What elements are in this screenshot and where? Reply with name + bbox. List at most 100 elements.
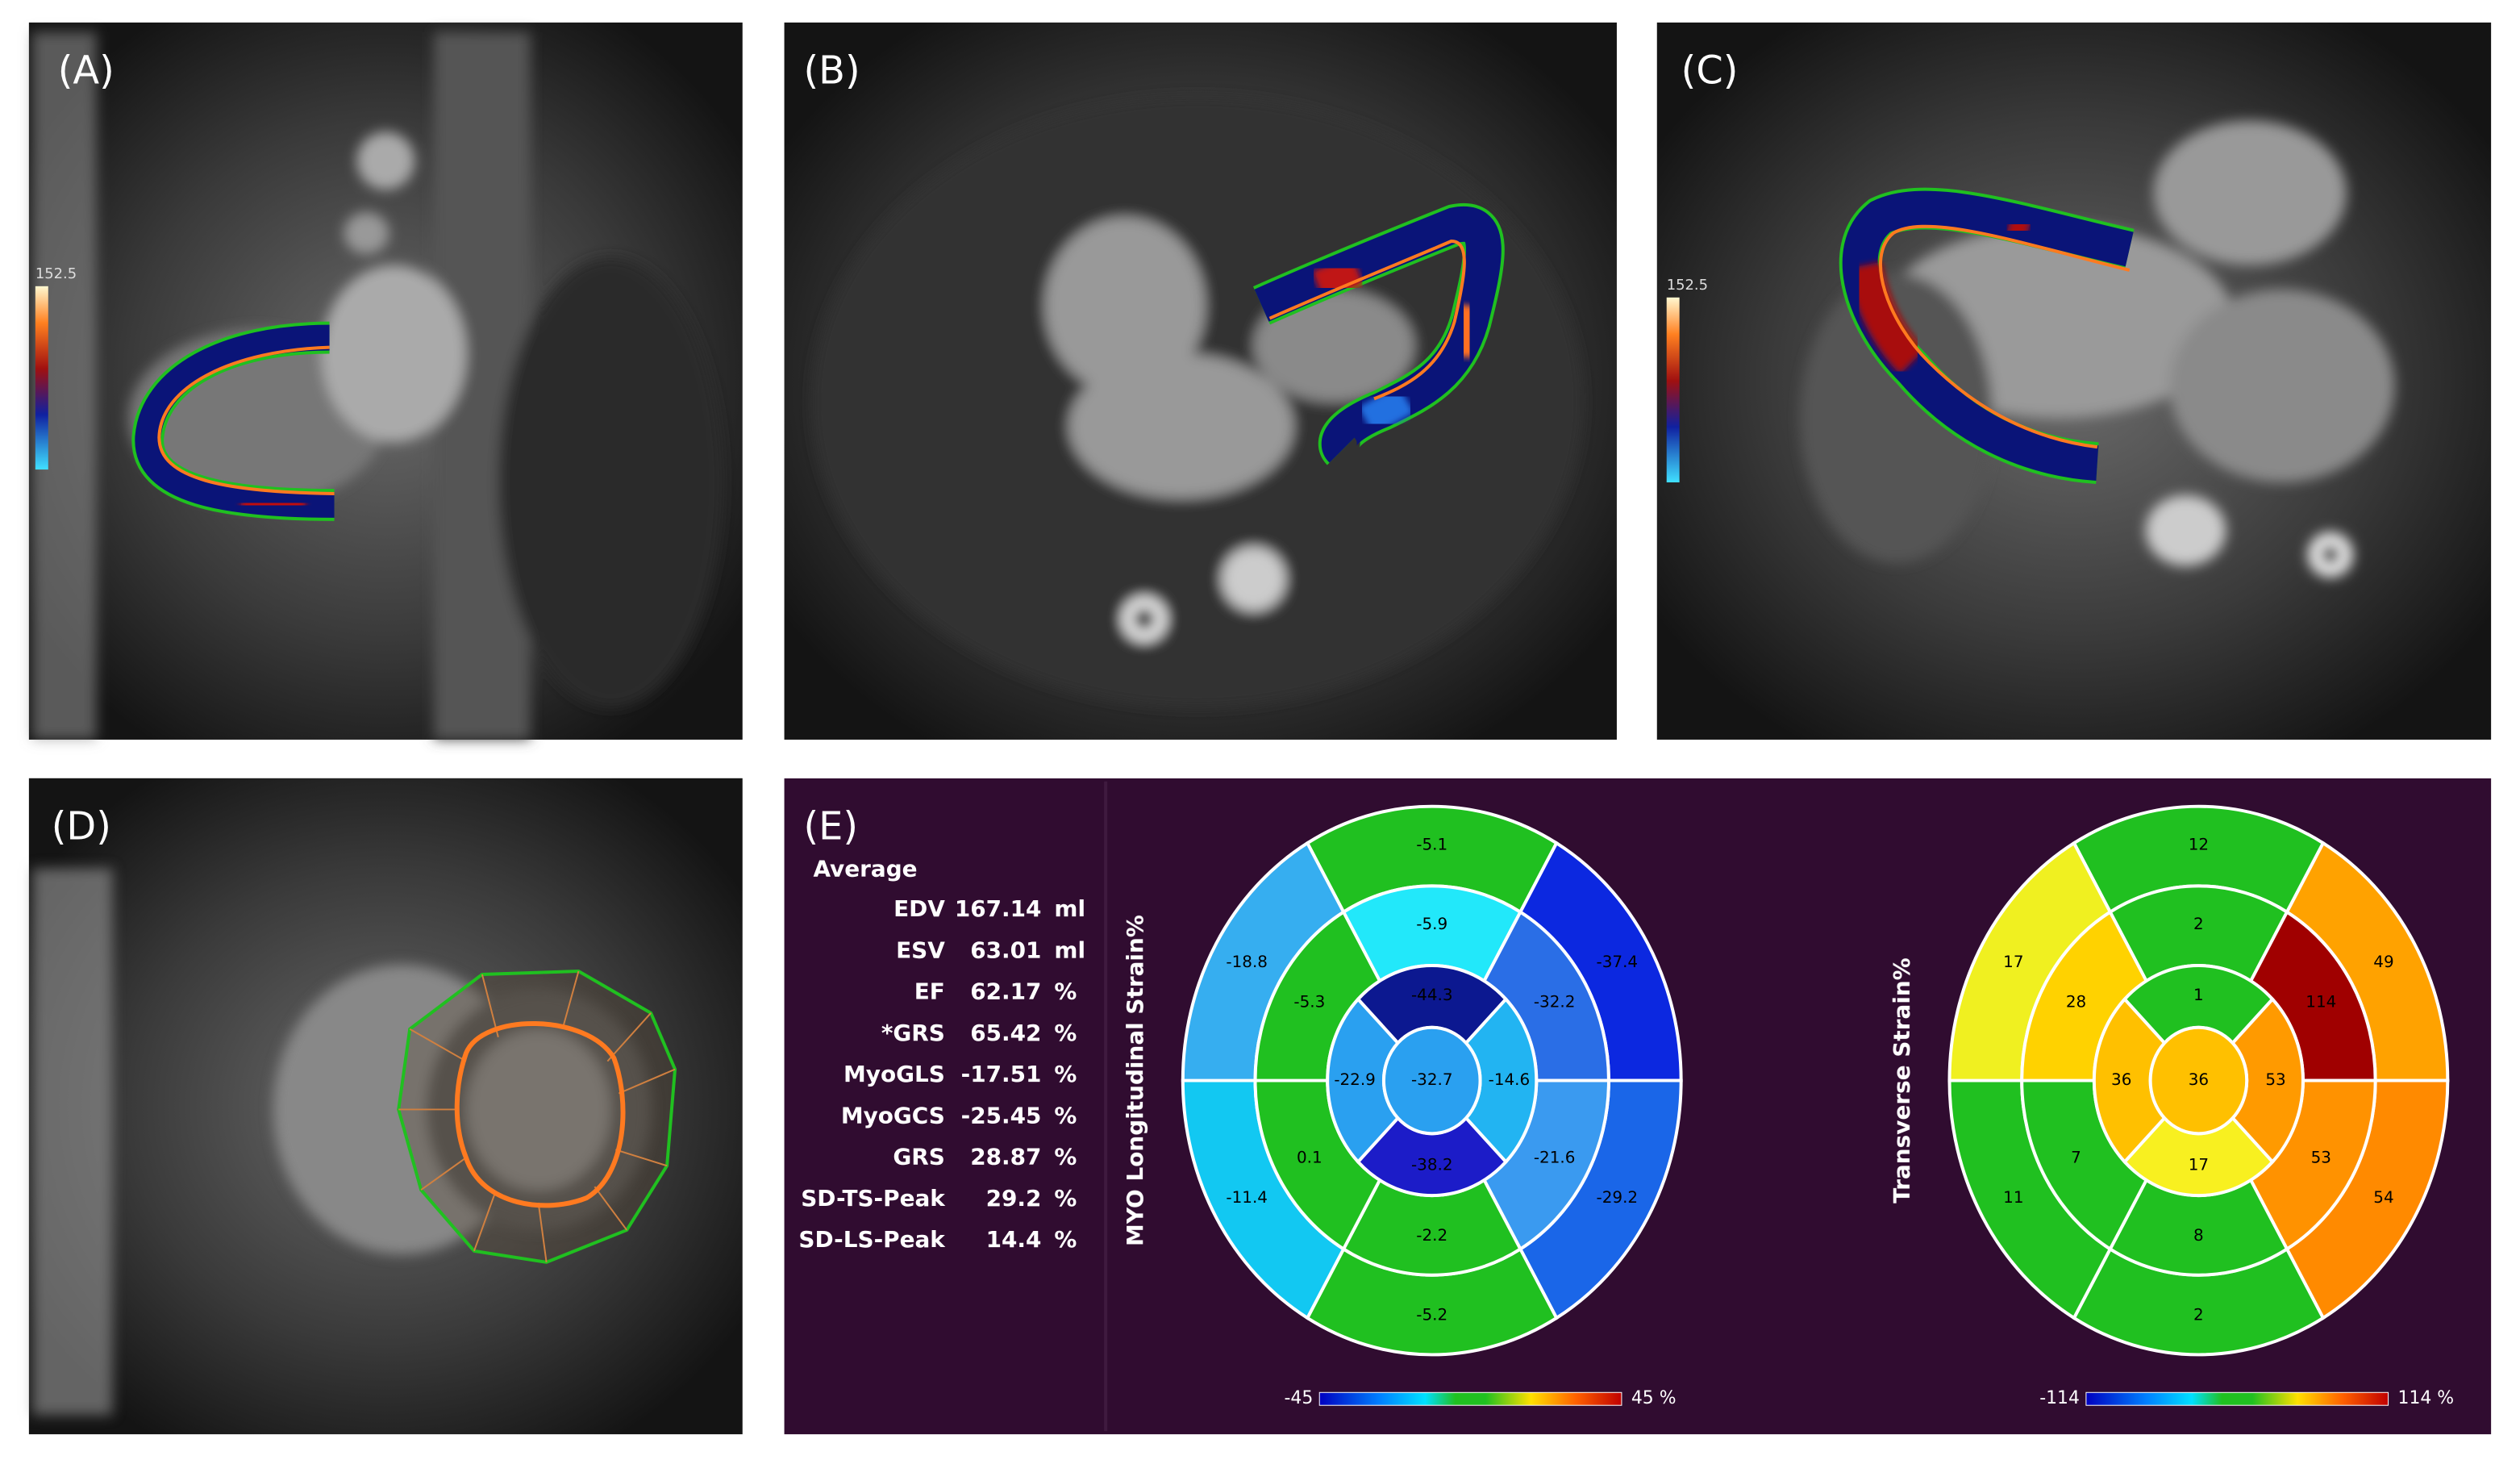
- row-unit: %: [1054, 1061, 1077, 1087]
- row-label: EDV: [893, 895, 945, 922]
- row-value: 28.87: [970, 1144, 1041, 1170]
- segment-value: 1: [2193, 986, 2204, 1004]
- row-label: ESV: [896, 936, 945, 963]
- segment-value: -5.1: [1416, 835, 1447, 853]
- endocardial-contour: [454, 1021, 626, 1208]
- apex-value: 36: [2189, 1070, 2209, 1089]
- scale-label: 152.5: [1667, 277, 1708, 294]
- segment-value: 28: [2066, 993, 2086, 1012]
- segment-value: -21.6: [1534, 1149, 1576, 1167]
- scale-label: 152.5: [35, 265, 77, 282]
- panel-label: (D): [52, 805, 111, 849]
- segment-spokes: [398, 970, 676, 1262]
- row-value: -17.51: [961, 1061, 1042, 1087]
- segment-value: 54: [2373, 1188, 2393, 1207]
- segment-value: -11.4: [1226, 1188, 1268, 1207]
- row-label: EF: [914, 978, 945, 1005]
- segment-value: -44.3: [1411, 986, 1453, 1004]
- strain-hotspot: [1447, 303, 1485, 359]
- table-heading: Average: [813, 855, 917, 882]
- panel-c: 152.5 (C): [1656, 22, 2492, 740]
- segment-value: 2: [2193, 915, 2204, 933]
- segment-value: -38.2: [1411, 1155, 1453, 1174]
- segment-value: 0.1: [1297, 1149, 1322, 1167]
- row-label: SD-TS-Peak: [801, 1185, 946, 1212]
- segment-value: 114: [2305, 993, 2336, 1012]
- panel-label: (E): [803, 805, 858, 849]
- anatomy: [811, 96, 1584, 708]
- row-unit: %: [1054, 1185, 1077, 1212]
- row-unit: ml: [1054, 936, 1085, 963]
- panel-e: (E) Average EDV 167.14 ml ESV 63.01 ml EF 62.17…: [784, 778, 2492, 1435]
- panel-label: (C): [1681, 49, 1739, 94]
- panel-label: (A): [58, 49, 115, 94]
- apex-value: -32.7: [1411, 1070, 1453, 1089]
- segment-value: -22.9: [1334, 1070, 1376, 1089]
- segment-value: -18.8: [1226, 953, 1268, 971]
- segment-value: -2.2: [1416, 1226, 1447, 1245]
- row-label: MyoGCS: [841, 1102, 945, 1128]
- row-label: GRS: [893, 1144, 944, 1170]
- segment-value: -29.2: [1597, 1188, 1639, 1207]
- scale-max: 114 %: [2398, 1388, 2455, 1408]
- row-unit: %: [1054, 1226, 1077, 1253]
- segment-value: -32.2: [1534, 993, 1576, 1012]
- color-scale: [1318, 1391, 1622, 1406]
- anatomy: [1800, 120, 2395, 578]
- apex-segment: [2148, 1025, 2249, 1136]
- segment-value: 2: [2193, 1306, 2204, 1324]
- row-label: SD-LS-Peak: [798, 1226, 946, 1253]
- endocardial-contour: [1268, 240, 1466, 401]
- segment-value: 36: [2111, 1070, 2131, 1089]
- panel-d: (D): [28, 778, 743, 1435]
- row-label: MyoGLS: [843, 1061, 945, 1087]
- row-value: 63.01: [970, 936, 1041, 963]
- segment-value: -37.4: [1597, 953, 1639, 971]
- panel-label: (B): [803, 49, 860, 94]
- anatomy: [31, 868, 652, 1416]
- plot-title: Transverse Strain%: [1889, 957, 1915, 1203]
- row-value: 62.17: [970, 978, 1041, 1005]
- row-label: *GRS: [881, 1020, 945, 1046]
- segment-value: 11: [2003, 1188, 2023, 1207]
- endocardial-contour: [157, 345, 335, 495]
- row-value: 65.42: [970, 1020, 1041, 1046]
- segment-value: -14.6: [1489, 1070, 1531, 1089]
- color-scale: [35, 286, 48, 470]
- row-value: 29.2: [986, 1185, 1042, 1212]
- strain-hotspot: [240, 491, 306, 516]
- segment-value: -5.2: [1416, 1306, 1447, 1324]
- segment-value: 8: [2193, 1226, 2204, 1245]
- row-unit: %: [1054, 1020, 1077, 1046]
- panel-b: (B): [784, 22, 1617, 740]
- row-unit: %: [1054, 978, 1077, 1005]
- strain-hotspot: [1358, 384, 1414, 436]
- segment-value: 7: [2071, 1149, 2081, 1167]
- row-value: -25.45: [961, 1102, 1042, 1128]
- row-unit: ml: [1054, 895, 1085, 922]
- scale-min: -114: [2039, 1388, 2080, 1408]
- panel-a: 152.5 (A): [28, 22, 743, 740]
- strain-hotspot: [1311, 255, 1364, 302]
- color-scale: [2085, 1391, 2389, 1406]
- segment-value: -5.9: [1416, 915, 1447, 933]
- segment-value: 53: [2311, 1149, 2331, 1167]
- epicardial-contour: [397, 969, 677, 1264]
- strain-hotspot: [2005, 209, 2032, 246]
- anatomy: [31, 31, 723, 740]
- scale-max: 45 %: [1631, 1388, 1677, 1408]
- strain-hotspot: [1847, 261, 1926, 375]
- color-scale: [1666, 297, 1680, 483]
- endocardial-contour: [1879, 224, 2131, 449]
- segment-value: 49: [2373, 953, 2393, 971]
- row-unit: %: [1054, 1102, 1077, 1128]
- row-value: 167.14: [955, 895, 1042, 922]
- scale-min: -45: [1284, 1388, 1313, 1408]
- apex-segment: [1381, 1025, 1482, 1136]
- plot-title: MYO Longitudinal Strain%: [1122, 915, 1148, 1246]
- row-value: 14.4: [986, 1226, 1042, 1253]
- segment-value: -5.3: [1293, 993, 1325, 1012]
- segment-value: 17: [2003, 953, 2023, 971]
